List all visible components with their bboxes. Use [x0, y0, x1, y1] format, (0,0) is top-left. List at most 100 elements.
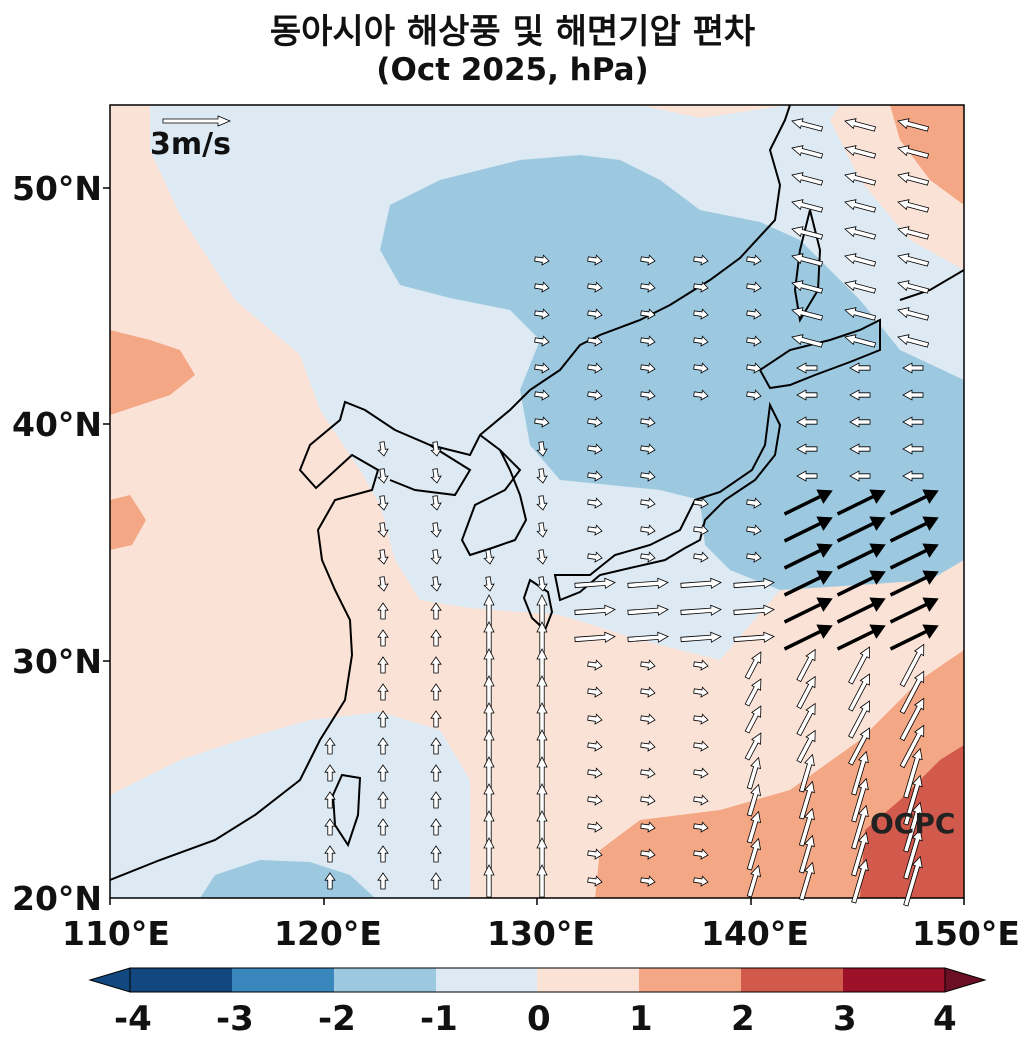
wind-vector [377, 737, 389, 755]
colorbar-tick-label: 2 [731, 999, 755, 1039]
wind-vector [536, 495, 548, 511]
wind-vector [640, 875, 656, 887]
wind-vector [640, 281, 656, 293]
wind-vector [693, 362, 709, 374]
wind-vector [587, 497, 603, 509]
wind-vector [693, 335, 709, 347]
wind-vector [849, 470, 871, 482]
wind-vector [693, 848, 709, 860]
wind-vector-strong [836, 624, 886, 651]
wind-vector [791, 334, 824, 348]
wind-vector [587, 551, 603, 563]
wind-vector [851, 750, 869, 796]
wind-vector [733, 604, 775, 616]
wind-vector [430, 522, 442, 538]
wind-vector [483, 576, 495, 592]
wind-vector [796, 675, 816, 710]
wind-vector [430, 629, 442, 647]
wind-vector [640, 659, 656, 671]
wind-vector [536, 783, 548, 817]
wind-vector [377, 764, 389, 782]
wind-vector [746, 362, 762, 374]
wind-vector [693, 794, 709, 806]
wind-vector [903, 801, 923, 853]
wind-vector [534, 254, 550, 266]
wind-vector [796, 443, 818, 455]
wind-vector [534, 416, 550, 428]
wind-vector [693, 686, 709, 698]
korea-coast [460, 434, 528, 557]
wind-vector [377, 629, 389, 647]
wind-vector [534, 308, 550, 320]
wind-vector [640, 443, 656, 455]
pressure-anomaly-field [110, 105, 964, 898]
wind-vector [640, 254, 656, 266]
colorbar-bin [130, 968, 232, 992]
wind-vector [746, 864, 762, 898]
wind-vector [377, 602, 389, 620]
colorbar-tick-label: 3 [833, 999, 857, 1039]
wind-vector [899, 724, 925, 769]
wind-vector [640, 362, 656, 374]
wind-vector [693, 281, 709, 293]
colorbar [88, 967, 987, 993]
wind-vector [693, 659, 709, 671]
wind-vector [483, 675, 495, 709]
wind-vector [798, 753, 815, 793]
wind-vector [377, 495, 389, 511]
wind-vector [324, 764, 336, 782]
wind-vector [903, 828, 923, 880]
wind-vector [377, 522, 389, 538]
wind-vector [798, 780, 815, 820]
wind-vector [430, 602, 442, 620]
colorbar-bin [334, 968, 436, 992]
wind-vector [693, 497, 709, 509]
wind-vector [640, 335, 656, 347]
wind-vector [587, 821, 603, 833]
wind-vector [796, 729, 816, 764]
wind-vector [897, 172, 930, 186]
wind-vector [693, 551, 709, 563]
wind-vector [851, 831, 869, 877]
wind-vector [627, 631, 669, 643]
colorbar-tick-label: -2 [318, 999, 356, 1039]
wind-vector [844, 118, 877, 132]
wind-vector [377, 576, 389, 592]
wind-vector [587, 308, 603, 320]
reference-vector [162, 115, 232, 127]
wind-vector [899, 643, 925, 688]
wind-vector [536, 837, 548, 871]
wind-vector [536, 441, 548, 457]
wind-vector [693, 740, 709, 752]
x-tick-label: 150°E [912, 914, 1020, 953]
wind-vector [430, 495, 442, 511]
wind-vector-strong [889, 489, 939, 516]
colorbar-bin [639, 968, 741, 992]
reference-vector-label: 3m/s [150, 127, 231, 162]
wind-vector [693, 713, 709, 725]
wind-vector-strong [783, 570, 833, 597]
wind-vector [430, 872, 442, 890]
wind-vector [324, 818, 336, 836]
wind-vector-strong [836, 597, 886, 624]
wind-vector [680, 577, 722, 589]
wind-vector [324, 737, 336, 755]
wind-vector-strong [836, 489, 886, 516]
wind-vector [744, 678, 762, 707]
x-tick-label: 110°E [62, 914, 170, 953]
wind-vector [746, 497, 762, 509]
anomaly-1-2-west-blob-b [110, 495, 146, 550]
wind-vector [430, 683, 442, 701]
wind-vector [851, 858, 869, 904]
wind-vector [902, 416, 924, 428]
wind-vector [746, 524, 762, 536]
wind-vector [796, 648, 816, 683]
wind-vector [587, 470, 603, 482]
wind-vector [536, 648, 548, 682]
wind-vector [483, 756, 495, 790]
wind-vector [796, 416, 818, 428]
wind-vector [899, 697, 925, 742]
wind-vector-strong [783, 489, 833, 516]
wind-vector [791, 280, 824, 294]
wind-vector [848, 646, 870, 685]
